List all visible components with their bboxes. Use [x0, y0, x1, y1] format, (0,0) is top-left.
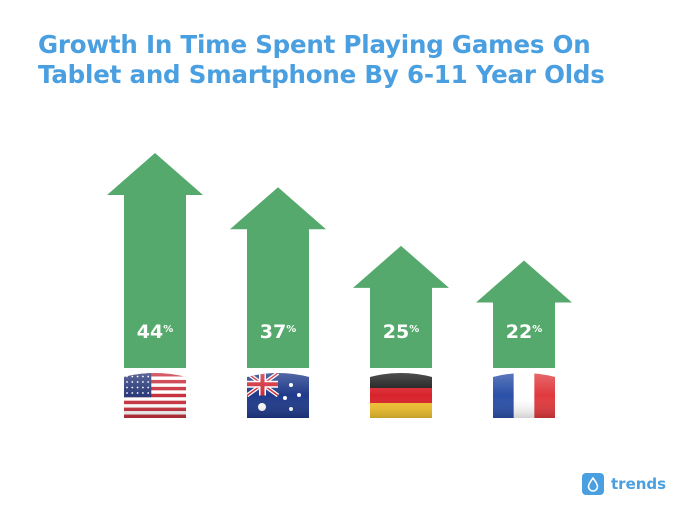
value-label-united-states: 44%: [137, 321, 173, 343]
bar-united-states: [107, 153, 203, 368]
bar-australia: [230, 187, 326, 368]
trends-logo: trends: [582, 472, 666, 496]
bar-germany: [353, 245, 449, 368]
australia-flag-icon: [247, 373, 309, 418]
value-label-france: 22%: [506, 321, 542, 343]
arrow-australia: 37%: [230, 187, 326, 368]
value-label-australia: 37%: [260, 321, 296, 343]
germany-flag-icon: [370, 373, 432, 418]
bar-france: [476, 260, 572, 368]
value-label-germany: 25%: [383, 321, 419, 343]
arrow-france: 22%: [476, 260, 572, 368]
arrow-united-states: 44%: [107, 153, 203, 368]
title-line-2: Tablet and Smartphone By 6-11 Year Olds: [38, 60, 605, 89]
drop-icon: [582, 473, 604, 495]
title-line-1: Growth In Time Spent Playing Games On: [38, 30, 591, 59]
chart-title: Growth In Time Spent Playing Games On Ta…: [38, 30, 658, 90]
us-flag-icon: [124, 373, 186, 418]
brand-name: trends: [611, 475, 667, 493]
france-flag-icon: [493, 373, 555, 418]
arrow-germany: 25%: [353, 245, 449, 368]
